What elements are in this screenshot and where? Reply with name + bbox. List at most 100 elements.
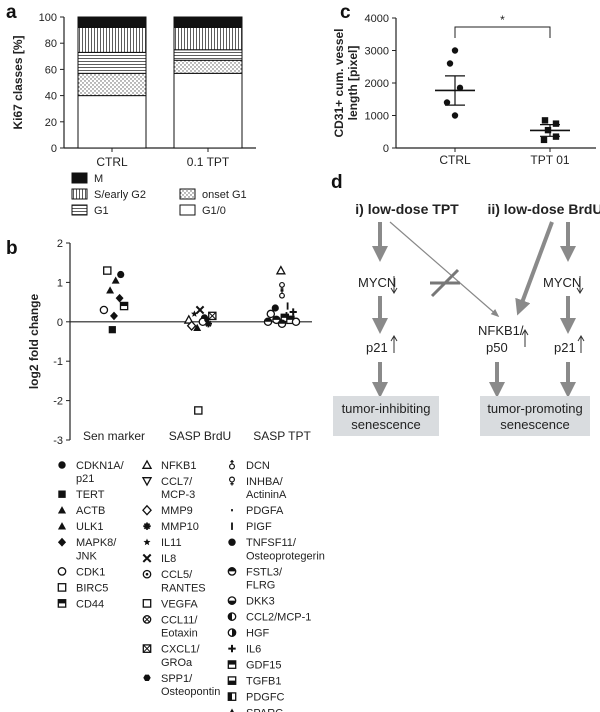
diagram-left-title: i) low-dose TPT — [355, 201, 459, 217]
legend-label: CCL11/ — [161, 614, 198, 626]
bar-segment — [77, 95, 147, 149]
data-point — [204, 317, 210, 323]
legend-marker — [228, 644, 236, 653]
data-point — [108, 326, 116, 334]
legend-label: p21 — [76, 473, 94, 485]
x-tick-label: TPT 01 — [530, 153, 569, 167]
box-right-line2: senescence — [500, 417, 569, 432]
data-point — [266, 309, 276, 319]
mycn-right-down-head — [576, 287, 584, 294]
diagram-right-title: ii) low-dose BrdU — [487, 201, 600, 217]
data-point — [119, 301, 129, 311]
legend-label: MCP-3 — [161, 489, 195, 501]
data-point — [99, 305, 109, 315]
data-point — [204, 320, 212, 328]
legend-marker — [141, 477, 153, 487]
box-left-line1: tumor-inhibiting — [342, 401, 431, 416]
x-tick-label: 0.1 TPT — [187, 155, 230, 169]
data-point — [291, 317, 301, 327]
bar-segment — [173, 72, 243, 149]
data-point — [263, 317, 273, 327]
y-tick-label: 40 — [45, 91, 57, 103]
legend-swatch — [179, 204, 196, 216]
data-point — [117, 270, 125, 279]
legend-label: DCN — [246, 460, 270, 472]
legend-label: CDKN1A/ — [76, 460, 125, 472]
legend-label: TGFB1 — [246, 676, 281, 688]
panel-letter-d: d — [331, 172, 343, 193]
legend-marker — [58, 490, 66, 498]
data-point — [552, 120, 560, 127]
legend-marker — [142, 615, 152, 624]
legend-label: GDF15 — [246, 660, 281, 672]
y-tick-label: 3000 — [365, 46, 389, 58]
legend-swatch — [71, 204, 88, 216]
legend-marker — [228, 476, 236, 486]
legend-label: Osteoprotegerin — [246, 550, 325, 562]
data-point — [190, 310, 198, 317]
legend-label: TNFSF11/ — [246, 537, 297, 549]
data-point — [540, 136, 548, 144]
diagram-p21-right: p21 — [554, 340, 576, 355]
legend-label: onset G1 — [202, 189, 247, 201]
legend-label: GROa — [161, 657, 193, 669]
legend-marker — [227, 676, 237, 685]
legend-label: Osteopontin — [161, 686, 220, 698]
legend-label: PDGFC — [246, 692, 285, 704]
data-point — [279, 289, 285, 299]
panel-letter-a: a — [6, 2, 17, 23]
data-point — [110, 311, 118, 321]
panel-a-legend: M S/early G2 onset G1 G1 G1/0 — [71, 172, 247, 217]
legend-label: SPP1/ — [161, 673, 193, 685]
y-tick-label: 0 — [57, 317, 63, 329]
y-tick-label: -2 — [53, 396, 63, 408]
legend-label: BIRC5 — [76, 582, 108, 594]
legend-marker — [57, 522, 67, 530]
legend-marker — [143, 522, 151, 530]
bar-segment — [173, 49, 243, 61]
data-point — [195, 305, 205, 315]
data-point — [106, 286, 115, 294]
data-point — [446, 60, 454, 67]
legend-swatch — [71, 172, 88, 184]
panel-letter-c: c — [340, 2, 351, 23]
bar-segment — [77, 72, 147, 97]
data-point — [271, 304, 279, 312]
diagram-mycn-right: MYCN — [543, 275, 581, 290]
legend-label: FLRG — [246, 580, 275, 592]
legend-marker — [227, 692, 237, 701]
panel-d-diagram: i) low-dose TPT ii) low-dose BrdU MYCN p… — [333, 201, 600, 436]
mycn-left-down-head — [390, 287, 398, 294]
p21-right-up-head — [577, 335, 585, 342]
legend-marker — [57, 537, 67, 547]
legend-swatch — [71, 188, 88, 200]
legend-marker — [57, 583, 67, 592]
y-axis-label: Ki67 classes [%] — [11, 35, 25, 129]
legend-label: ACTB — [76, 505, 105, 517]
legend-marker — [57, 506, 67, 514]
diagram-nfkb1-line1: NFKB1/ — [478, 323, 524, 338]
panel-b-scatter-chart: 2 1 0 -1 -2 -3 log2 fold change Sen marker SASP … — [27, 238, 312, 447]
arrow-tpt-to-nfkb1 — [389, 221, 500, 318]
data-point — [456, 84, 464, 92]
panel-letter-b: b — [6, 238, 18, 259]
x-tick-label: CTRL — [439, 153, 471, 167]
legend-label: FSTL3/ — [246, 566, 283, 578]
data-point — [451, 112, 459, 119]
data-point — [186, 320, 197, 332]
data-point — [208, 311, 217, 321]
data-point — [275, 265, 286, 275]
box-right-line1: tumor-promoting — [487, 401, 582, 416]
data-point — [183, 314, 194, 324]
legend-label: CCL7/ — [161, 476, 193, 488]
y-tick-label: 100 — [39, 12, 57, 24]
legend-label: MAPK8/ — [76, 537, 117, 549]
data-point — [272, 315, 281, 325]
legend-marker — [228, 459, 236, 470]
legend-label: NFKB1 — [161, 460, 196, 472]
legend-label: M — [94, 173, 103, 185]
legend-label: G1/0 — [202, 205, 226, 217]
y-tick-label: 0 — [51, 143, 57, 155]
legend-label: JNK — [76, 550, 97, 562]
